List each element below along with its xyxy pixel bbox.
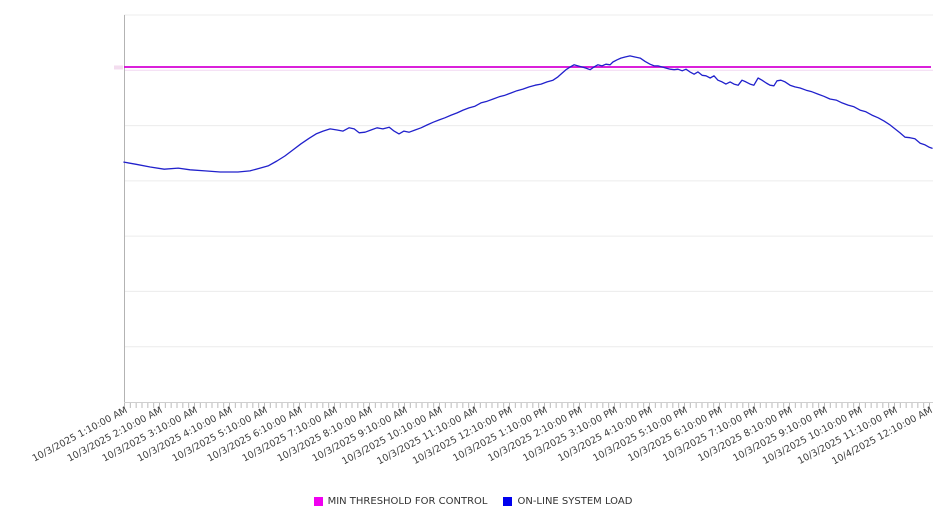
series-line [123,55,933,173]
series-swatch-icon [503,497,513,506]
chart-legend: MIN THRESHOLD FOR CONTROL ON-LINE SYSTEM… [0,496,946,507]
threshold-swatch-icon [313,497,323,506]
legend-item-system-load: ON-LINE SYSTEM LOAD [503,496,632,507]
legend-label-min-threshold: MIN THRESHOLD FOR CONTROL [327,496,488,507]
legend-item-min-threshold: MIN THRESHOLD FOR CONTROL [313,496,488,507]
legend-label-system-load: ON-LINE SYSTEM LOAD [517,496,633,507]
